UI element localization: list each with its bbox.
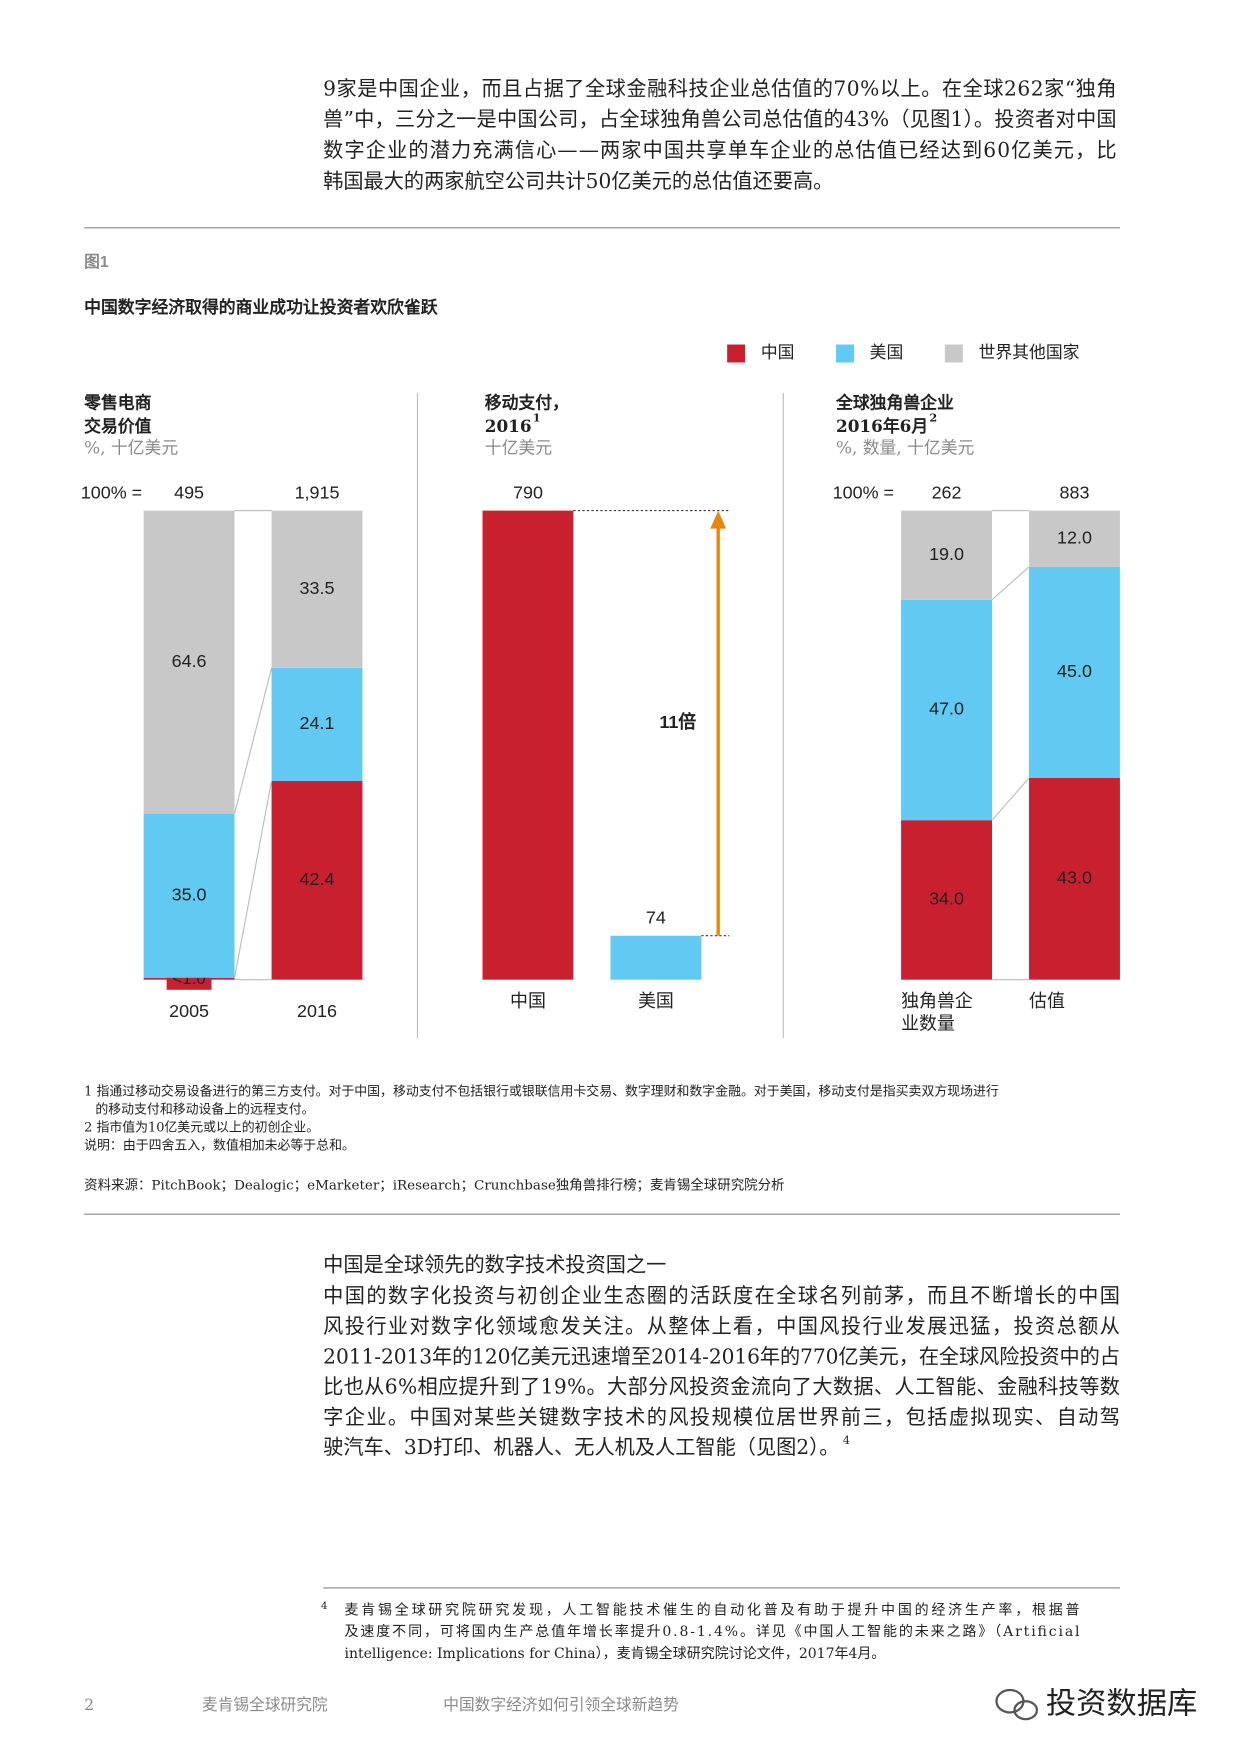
intro-line: 9家是中国企业，而且占据了全球金融科技企业总估值的70%以上。在全球262家“独… bbox=[323, 76, 1116, 100]
value-label: 33.5 bbox=[300, 578, 335, 598]
panel-title: 2016年6月 bbox=[836, 416, 928, 436]
watermark-icon bbox=[995, 1688, 1039, 1721]
value-label: 19.0 bbox=[929, 544, 964, 564]
bar-segment bbox=[1029, 566, 1120, 778]
panel-title: 零售电商 bbox=[83, 393, 151, 413]
bar-segment bbox=[143, 813, 235, 978]
bar-segment bbox=[901, 510, 992, 600]
value-label: 35.0 bbox=[172, 884, 207, 904]
value-label: 43.0 bbox=[1057, 868, 1092, 888]
connector bbox=[991, 777, 1030, 821]
footer-org: 麦肯锡全球研究院 bbox=[202, 1695, 328, 1714]
value-label: 74 bbox=[646, 908, 666, 928]
figure-title: 中国数字经济取得的商业成功让投资者欢欣雀跃 bbox=[84, 297, 438, 317]
note-line: 2 指市值为10亿美元或以上的初创企业。 bbox=[84, 1119, 319, 1135]
panel-title: 交易价值 bbox=[84, 416, 151, 436]
section-heading: 中国是全球领先的数字技术投资国之一 bbox=[323, 1252, 666, 1276]
bar-segment bbox=[901, 599, 992, 821]
bar bbox=[482, 510, 574, 980]
arrow-head bbox=[710, 510, 727, 529]
value-label: 45.0 bbox=[1057, 661, 1092, 681]
category-label: 美国 bbox=[638, 991, 674, 1012]
note-line: 的移动支付和移动设备上的远程支付。 bbox=[95, 1101, 314, 1117]
panel-title: 2016 bbox=[485, 416, 532, 436]
legend-label: 世界其他国家 bbox=[979, 342, 1080, 362]
connector bbox=[991, 566, 1030, 601]
total-label: 495 bbox=[174, 483, 204, 503]
panel-unit: %, 数量, 十亿美元 bbox=[836, 437, 975, 457]
body-line: 风投行业对数字化领域愈发关注。从整体上看，中国风投行业发展迅猛，投资总额从 bbox=[323, 1314, 1120, 1338]
footnote-ref: 4 bbox=[843, 1434, 850, 1447]
total-prefix: 100% = bbox=[81, 483, 142, 503]
bar-segment bbox=[271, 780, 363, 980]
panel-title-sup: 1 bbox=[533, 411, 541, 425]
footnote-line: 及速度不同，可将国内生产总值年增长率提升0.8-1.4%。详见《中国人工智能的未… bbox=[345, 1623, 1081, 1640]
body-line: 字企业。中国对某些关键数字技术的风投规模位居世界前三，包括虚拟现实、自动驾 bbox=[323, 1405, 1120, 1429]
note-line: 说明：由于四舍五入，数值相加未必等于总和。 bbox=[84, 1137, 355, 1153]
footnote-line: intelligence: Implications for China），麦肯… bbox=[345, 1645, 886, 1662]
panel-unit: 十亿美元 bbox=[485, 437, 552, 457]
panel-title: 全球独角兽企业 bbox=[835, 393, 954, 413]
legend-label: 中国 bbox=[761, 342, 795, 362]
value-label: 12.0 bbox=[1057, 527, 1092, 547]
note-line: 1 指通过移动交易设备进行的第三方支付。对于中国，移动支付不包括银行或银联信用卡… bbox=[84, 1083, 999, 1099]
source: 资料来源：PitchBook；Dealogic；eMarketer；iResea… bbox=[84, 1177, 784, 1194]
value-label: 790 bbox=[513, 483, 543, 503]
value-label: 47.0 bbox=[929, 699, 964, 719]
category-label: 独角兽企业数量 bbox=[901, 991, 973, 1034]
footnote-line: 麦肯锡全球研究院研究发现，人工智能技术催生的自动化普及有助于提升中国的经济生产率… bbox=[345, 1601, 1080, 1618]
legend-label: 美国 bbox=[870, 342, 904, 362]
figure-label: 图1 bbox=[84, 253, 109, 271]
bar bbox=[610, 935, 702, 980]
body-line: 比也从6%相应提升到了19%。大部分风投资金流向了大数据、人工智能、金融科技等数 bbox=[323, 1375, 1120, 1399]
intro-line: 数字企业的潜力充满信心——两家中国共享单车企业的总估值已经达到60亿美元，比 bbox=[323, 138, 1116, 162]
watermark: 投资数据库 bbox=[1046, 1687, 1197, 1721]
legend-swatch bbox=[727, 344, 746, 363]
legend-swatch bbox=[944, 344, 963, 363]
bar-segment bbox=[271, 667, 363, 781]
category-label: 2016 bbox=[297, 1001, 337, 1021]
connector bbox=[233, 667, 273, 814]
annotation: 11倍 bbox=[659, 711, 696, 732]
bar-segment bbox=[1029, 510, 1120, 567]
category-label: 估值 bbox=[1029, 991, 1065, 1012]
bar-segment bbox=[271, 510, 363, 668]
category-label: 2005 bbox=[169, 1001, 209, 1021]
category-label: 中国 bbox=[510, 991, 546, 1012]
body-line: 驶汽车、3D打印、机器人、无人机及人工智能（见图2）。 bbox=[323, 1435, 839, 1459]
total-label: 262 bbox=[932, 483, 962, 503]
body-line: 2011-2013年的120亿美元迅速增至2014-2016年的770亿美元，在… bbox=[323, 1344, 1120, 1368]
value-label: 34.0 bbox=[929, 889, 964, 909]
panel-title: 移动支付， bbox=[485, 393, 569, 413]
page-number: 2 bbox=[84, 1695, 94, 1714]
bar-segment bbox=[143, 510, 235, 814]
value-label: 42.4 bbox=[300, 869, 335, 889]
footnote-number: 4 bbox=[321, 1601, 327, 1612]
total-label: 1,915 bbox=[295, 483, 340, 503]
footer-doc: 中国数字经济如何引领全球新趋势 bbox=[443, 1695, 679, 1714]
intro-line: 兽”中，三分之一是中国公司，占全球独角兽公司总估值的43%（见图1）。投资者对中… bbox=[323, 107, 1116, 131]
value-label: 64.6 bbox=[172, 651, 207, 671]
bar-segment bbox=[901, 820, 992, 980]
panel-unit: %, 十亿美元 bbox=[84, 437, 178, 457]
connector bbox=[233, 780, 273, 978]
total-label: 883 bbox=[1060, 483, 1090, 503]
panel-title-sup: 2 bbox=[929, 411, 937, 425]
legend-swatch bbox=[836, 344, 854, 363]
value-label: 24.1 bbox=[300, 713, 335, 733]
bar-segment bbox=[1029, 777, 1120, 980]
total-prefix: 100% = bbox=[833, 483, 894, 503]
body-line: 中国的数字化投资与初创企业生态圈的活跃度在全球名列前茅，而且不断增长的中国 bbox=[323, 1284, 1120, 1308]
intro-line: 韩国最大的两家航空公司共计50亿美元的总估值还要高。 bbox=[323, 169, 833, 193]
